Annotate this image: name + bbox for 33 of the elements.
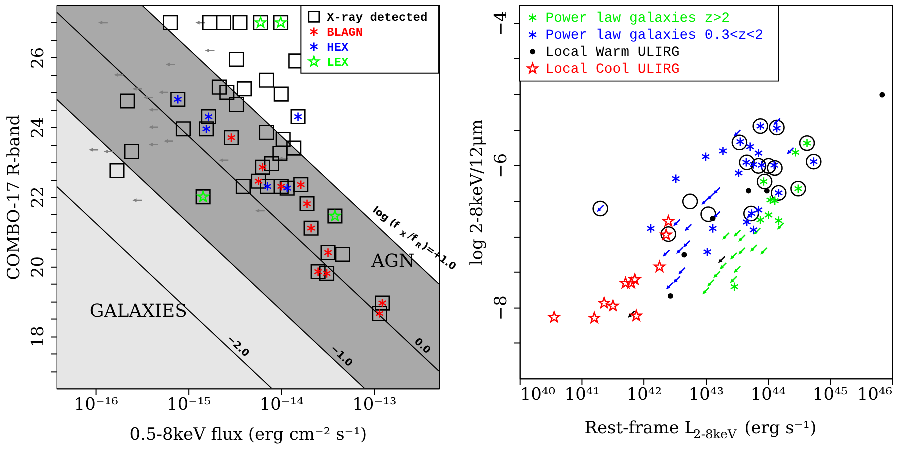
legend-label: Local Warm ULIRG	[546, 44, 680, 61]
legend-label: BLAGN	[327, 26, 364, 40]
x-tick-label: 10⁴³	[688, 384, 724, 404]
annotation: 0.0	[412, 336, 433, 357]
x-axis-title: 0.5-8keV flux (erg cm⁻² s⁻¹)	[130, 424, 368, 444]
legend-label: Power law galaxies 0.3<z<2	[546, 28, 764, 44]
y-tick-label: 22	[27, 186, 48, 208]
x-tick-label: 10⁻¹⁵	[167, 394, 212, 414]
legend-label: Power law galaxies z>2	[546, 10, 730, 27]
x-tick-label: 10⁴¹	[564, 384, 600, 404]
x-tick-label: 10⁻¹⁶	[74, 394, 119, 414]
x-tick-label: 10⁻¹⁴	[260, 394, 304, 414]
legend-label: Local Cool ULIRG	[546, 62, 680, 78]
legend-label: LEX	[327, 56, 350, 70]
annotation: AGN	[370, 251, 415, 272]
annotation: GALAXIES	[90, 300, 188, 322]
y-axis-title: COMBO-17 R-band	[3, 114, 24, 280]
y-tick-label: 18	[27, 326, 48, 348]
y-tick-label: −4	[490, 11, 510, 36]
x-tick-label: 10⁴⁵	[812, 384, 848, 404]
y-tick-label: −8	[490, 296, 510, 321]
legend-label: HEX	[327, 40, 350, 55]
x-tick-label: 10⁴⁶	[857, 384, 893, 404]
y-tick-label: 20	[27, 256, 48, 278]
y-axis-title: log 2-8keV/12μm	[466, 120, 486, 266]
x-tick-label: 10⁴²	[626, 384, 662, 404]
x-tick-label: 10⁴⁴	[750, 384, 786, 404]
y-tick-label: −6	[490, 153, 510, 178]
y-tick-label: 24	[27, 117, 48, 139]
x-tick-label: 10⁻¹³	[352, 394, 397, 414]
legend-label: X-ray detected	[327, 10, 428, 25]
x-tick-label: 10⁴⁰	[520, 384, 556, 404]
y-tick-label: 26	[27, 47, 48, 70]
